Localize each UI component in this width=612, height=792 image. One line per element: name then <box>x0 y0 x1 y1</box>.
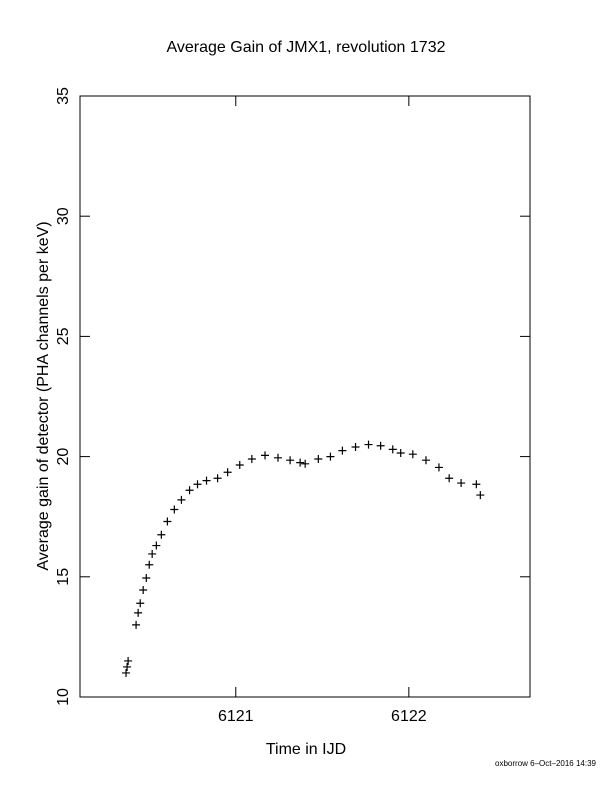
point <box>434 463 443 472</box>
footer: oxborrow 6–Oct–2016 14:39 <box>495 759 597 768</box>
point <box>185 486 194 495</box>
point <box>202 476 211 485</box>
y-tick-label: 25 <box>55 327 72 345</box>
point <box>123 662 132 671</box>
point <box>223 468 232 477</box>
point <box>388 445 397 454</box>
point <box>124 656 133 665</box>
point <box>157 530 166 539</box>
y-tick-label: 10 <box>55 688 72 706</box>
point <box>296 458 305 467</box>
y-axis-label: Average gain of detector (PHA channels p… <box>35 221 52 570</box>
point <box>364 440 373 449</box>
point <box>136 599 145 608</box>
y-tick-label: 15 <box>55 568 72 586</box>
point <box>476 491 485 500</box>
point <box>134 608 143 617</box>
y-tick-label: 30 <box>55 207 72 225</box>
point <box>193 480 202 489</box>
point <box>261 451 270 460</box>
point <box>314 455 323 464</box>
point <box>152 541 161 550</box>
x-tick-label: 6121 <box>218 708 254 725</box>
point <box>145 560 154 569</box>
point <box>163 517 172 526</box>
point <box>177 495 186 504</box>
point <box>286 456 295 465</box>
point <box>213 474 222 483</box>
plot-frame <box>79 95 531 698</box>
point <box>274 453 282 462</box>
y-tick-label: 20 <box>55 448 72 466</box>
point <box>445 474 454 483</box>
x-tick-label: 6122 <box>391 708 427 725</box>
point <box>122 668 131 677</box>
point <box>457 479 466 488</box>
x-axis-label: Time in IJD <box>266 741 346 758</box>
chart-title: Average Gain of JMX1, revolution 1732 <box>167 39 446 56</box>
point <box>148 549 157 558</box>
point <box>170 505 179 514</box>
point <box>376 441 385 450</box>
point <box>472 480 481 489</box>
point <box>338 446 347 455</box>
point <box>421 456 430 465</box>
point <box>142 574 151 583</box>
point <box>351 442 360 451</box>
point <box>396 448 405 457</box>
y-tick-label: 35 <box>55 87 72 105</box>
point <box>326 452 335 461</box>
point <box>247 455 256 464</box>
point <box>408 450 417 459</box>
point <box>139 586 148 595</box>
point <box>235 461 244 470</box>
point <box>132 620 141 629</box>
point <box>301 459 310 468</box>
